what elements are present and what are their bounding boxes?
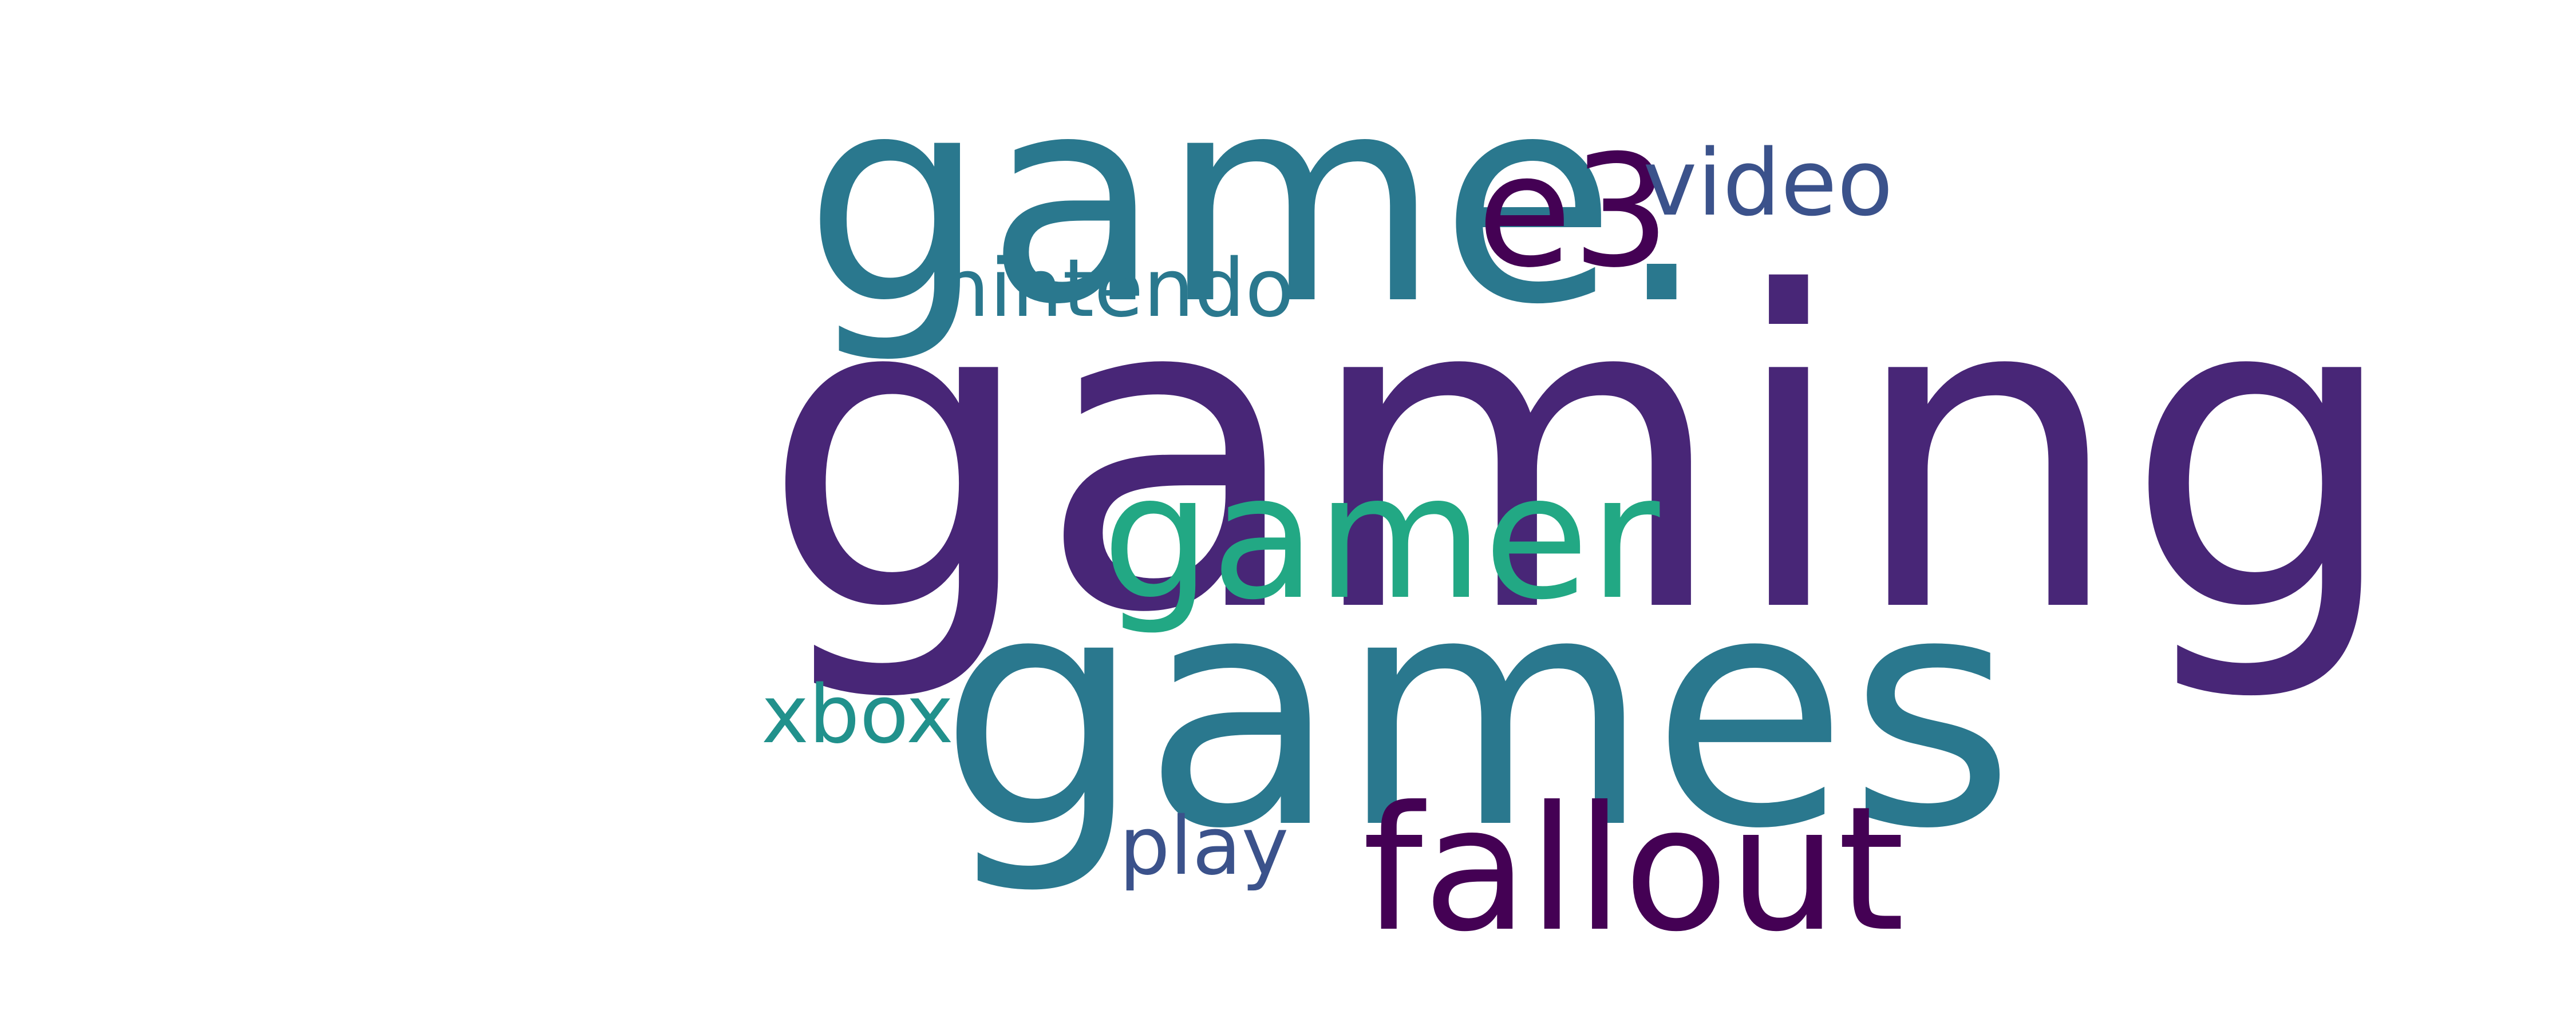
word-video: video [1643,129,1894,236]
word-play: play [1119,800,1289,893]
word-game: game. [804,34,1708,367]
word-e3: e3 [1477,121,1670,302]
word-xbox: xbox [761,668,954,762]
word-games: games [939,526,2016,899]
word-gaming: gaming [761,202,2401,708]
word-nintendo: nintendo [939,242,1294,335]
word-fallout: fallout [1362,770,1905,969]
word-gamer: gamer [1102,438,1660,637]
